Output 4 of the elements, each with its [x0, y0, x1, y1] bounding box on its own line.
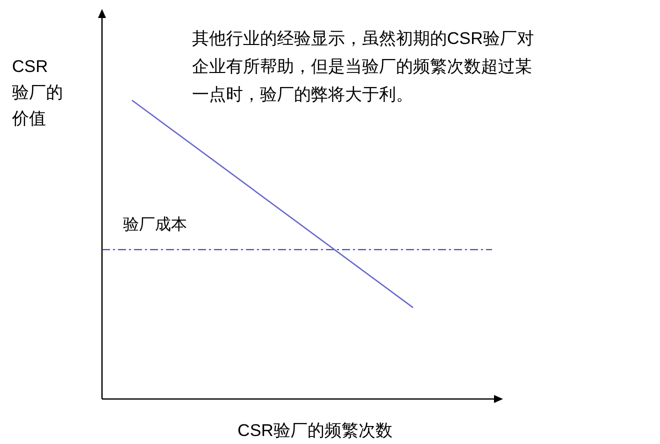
ref-line-label: 验厂成本 — [123, 216, 187, 234]
x-axis-title: CSR验厂的频繁次数 — [238, 421, 392, 440]
y-axis-title: CSR验厂的价值 — [11, 57, 63, 128]
annotation: 其他行业的经验显示，虽然初期的CSR验厂对企业有所帮助，但是当验厂的频繁次数超过某一点时，验厂的弊将大于利。 — [192, 29, 534, 104]
